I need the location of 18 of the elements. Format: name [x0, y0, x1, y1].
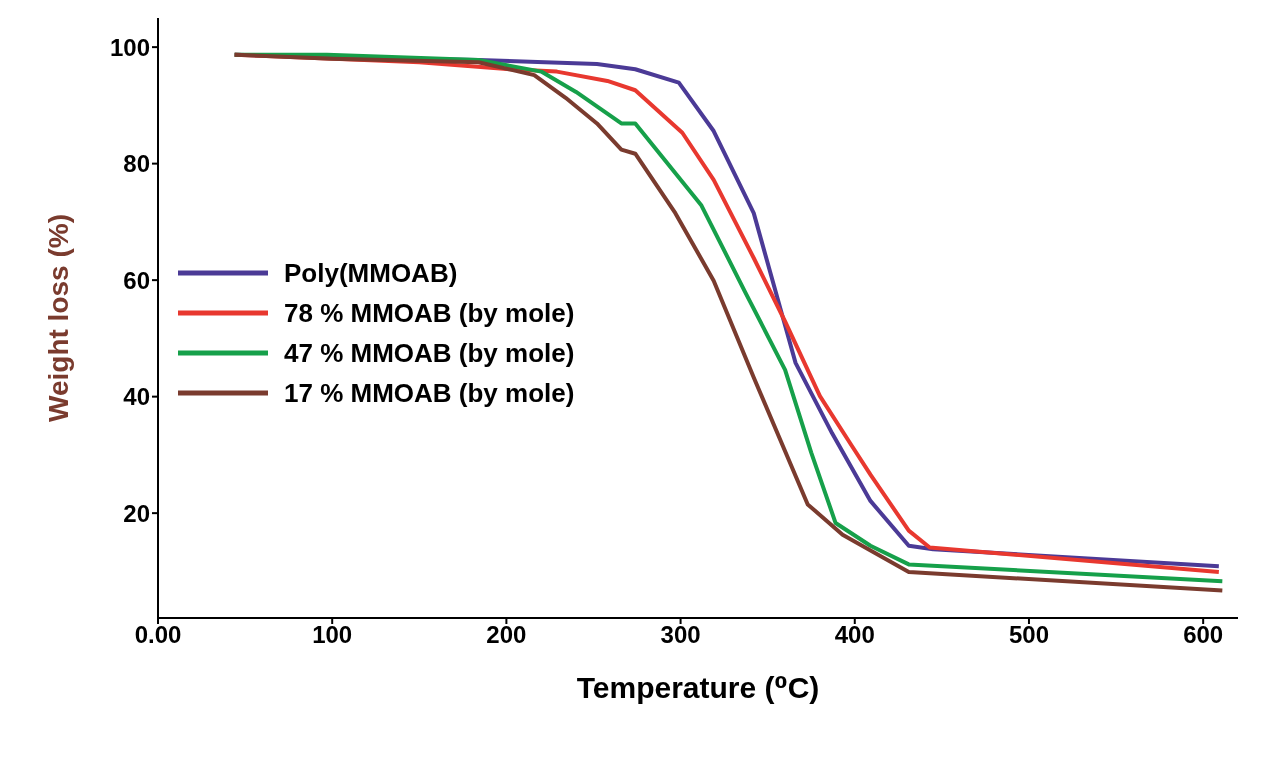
x-axis-title: Temperature (⁰C): [576, 671, 820, 704]
x-tick-label: 400: [834, 621, 875, 649]
y-tick-label: 40: [123, 383, 150, 411]
y-tick-label: 100: [109, 33, 150, 61]
y-axis-title: Weight loss (%): [42, 214, 74, 422]
x-tick-label: 0.00: [134, 621, 182, 649]
legend-label: 78 % MMOAB (by mole): [284, 297, 575, 329]
x-tick-label: 500: [1008, 621, 1049, 649]
x-tick-label: 300: [660, 621, 701, 649]
x-tick-label: 100: [312, 621, 353, 649]
legend-label: 47 % MMOAB (by mole): [284, 337, 575, 369]
y-tick-label: 80: [123, 150, 150, 178]
x-tick-label: 200: [486, 621, 527, 649]
y-tick-label: 20: [123, 499, 150, 527]
y-tick-label: 60: [123, 266, 150, 294]
legend-label: Poly(MMOAB): [284, 257, 458, 289]
legend-label: 17 % MMOAB (by mole): [284, 377, 575, 409]
x-tick-label: 600: [1183, 621, 1224, 649]
